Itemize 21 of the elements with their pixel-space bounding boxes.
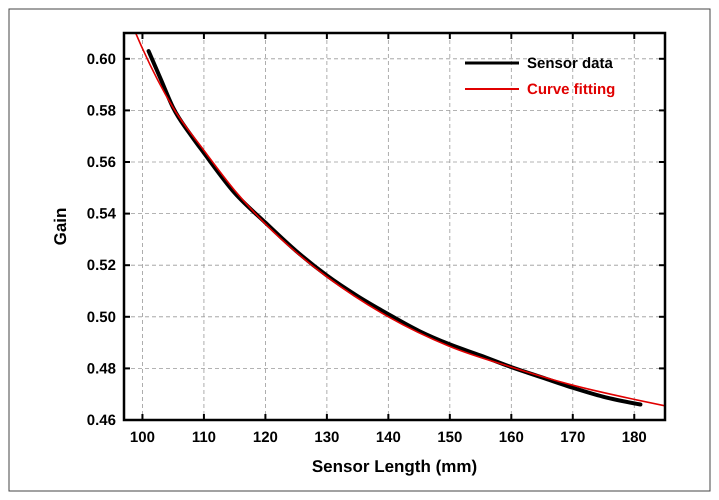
- y-tick-label: 0.56: [86, 154, 116, 171]
- x-tick-label: 140: [376, 429, 401, 446]
- x-tick-label: 110: [192, 429, 216, 446]
- legend-label: Sensor data: [527, 55, 614, 72]
- x-tick-label: 120: [252, 429, 278, 446]
- x-tick-label: 180: [622, 429, 647, 446]
- y-tick-label: 0.50: [86, 308, 116, 326]
- y-tick-label: 0.52: [86, 257, 116, 274]
- x-tick-label: 170: [560, 429, 586, 446]
- legend-label: Curve fitting: [527, 81, 616, 98]
- y-tick-label: 0.54: [86, 206, 117, 223]
- y-tick-label: 0.58: [86, 102, 116, 120]
- y-tick-label: 0.48: [86, 360, 116, 378]
- x-tick-label: 150: [437, 429, 462, 446]
- y-tick-label: 0.46: [86, 412, 116, 429]
- x-tick-label: 160: [498, 429, 524, 446]
- y-axis-title: Gain: [51, 208, 70, 246]
- x-axis-title: Sensor Length (mm): [312, 457, 478, 476]
- y-tick-label: 0.60: [86, 50, 116, 68]
- x-tick-label: 130: [314, 429, 340, 446]
- x-tick-label: 100: [130, 429, 155, 446]
